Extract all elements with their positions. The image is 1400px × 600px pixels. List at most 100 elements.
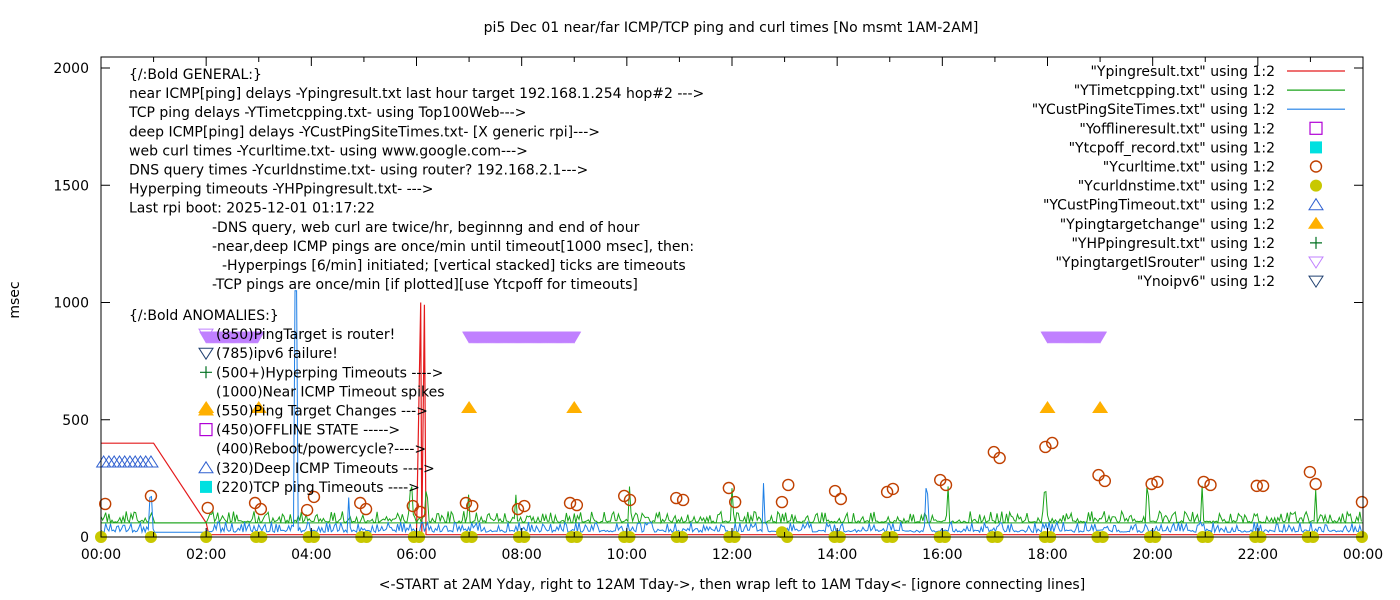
data-point	[828, 484, 842, 498]
general-line: web curl times -Ycurltime.txt- using www…	[129, 143, 528, 159]
x-tick-label: 22:00	[1238, 547, 1278, 563]
note-line: -near,deep ICMP pings are once/min until…	[212, 239, 694, 255]
general-line: TCP ping delays -YTimetcpping.txt- using…	[128, 105, 526, 121]
data-point	[144, 489, 158, 503]
data-point	[566, 401, 583, 414]
data-point	[413, 505, 427, 519]
data-point	[466, 499, 479, 513]
data-point	[775, 495, 789, 509]
data-point	[782, 478, 795, 492]
data-point	[1039, 401, 1056, 414]
x-tick-label: 02:00	[186, 547, 226, 563]
data-point	[993, 451, 1006, 465]
data-point	[518, 499, 531, 513]
y-axis-label: msec	[7, 281, 23, 318]
data-point	[99, 497, 112, 511]
legend-label: "Yofflineresult.txt" using 1:2	[1079, 121, 1275, 137]
anomaly-marker	[198, 347, 214, 361]
legend-label: "YHPpingresult.txt" using 1:2	[1071, 236, 1275, 252]
data-point	[1250, 479, 1263, 493]
legend-label: "YTimetcpping.txt" using 1:2	[1074, 83, 1275, 99]
data-point	[354, 496, 367, 510]
data-point	[676, 493, 690, 507]
general-line: Last rpi boot: 2025-12-01 01:17:22	[129, 201, 375, 217]
y-tick-label: 0	[80, 530, 89, 546]
anomaly-text: (850)PingTarget is router!	[216, 327, 395, 343]
legend-label: "Ytcpoff_record.txt" using 1:2	[1069, 140, 1275, 156]
data-point	[939, 478, 953, 492]
data-point	[143, 455, 159, 468]
anomaly-marker	[198, 403, 214, 416]
data-point	[254, 502, 268, 516]
data-point	[250, 401, 267, 414]
x-tick-label: 00:00	[1343, 547, 1383, 563]
data-point	[461, 401, 478, 414]
x-axis-label: <-START at 2AM Yday, right to 12AM Tday-…	[379, 577, 1085, 593]
data-point	[1309, 477, 1322, 491]
note-line: -Hyperpings [6/min] initiated; [vertical…	[222, 258, 686, 274]
data-point	[300, 503, 314, 517]
anomaly-text: (220)TCP ping Timeouts ---->	[216, 480, 420, 496]
y-tick-label: 1500	[53, 178, 89, 194]
legend-label: "YCustPingTimeout.txt" using 1:2	[1043, 198, 1275, 214]
data-point	[1355, 495, 1369, 509]
legend-marker	[1308, 216, 1324, 229]
data-point	[250, 331, 265, 344]
y-tick-label: 500	[62, 413, 89, 429]
data-point	[1046, 436, 1059, 450]
data-point	[623, 493, 637, 507]
anomaly-text: (1000)Near ICMP Timeout spikes	[216, 384, 445, 400]
general-line: deep ICMP[ping] delays -YCustPingSiteTim…	[129, 124, 600, 140]
data-point	[834, 492, 848, 506]
data-point	[1256, 479, 1270, 493]
legend-marker	[1310, 236, 1322, 249]
data-point	[1197, 475, 1210, 489]
general-header: {/:Bold GENERAL:}	[129, 67, 262, 83]
data-point	[459, 496, 473, 510]
x-tick-label: 00:00	[81, 547, 121, 563]
data-point	[248, 496, 262, 510]
data-point	[307, 490, 321, 504]
general-line: Hyperping timeouts -YHPpingresult.txt- -…	[129, 182, 434, 198]
data-point	[1093, 331, 1108, 344]
data-point	[511, 502, 525, 516]
series-line-1	[100, 485, 1362, 525]
y-tick-label: 1000	[53, 296, 89, 312]
anomaly-marker	[200, 366, 212, 379]
data-point	[1204, 478, 1217, 492]
x-tick-label: 18:00	[1027, 547, 1067, 563]
data-point	[670, 491, 683, 505]
data-point	[722, 481, 736, 495]
data-point	[359, 502, 373, 516]
x-tick-label: 16:00	[922, 547, 962, 563]
anomaly-marker	[198, 460, 214, 474]
legend-label: "YpingtargetISrouter" using 1:2	[1055, 255, 1275, 271]
data-point	[1151, 475, 1164, 489]
legend-marker	[1310, 141, 1322, 154]
general-line: DNS query times -Ycurldnstime.txt- using…	[129, 163, 588, 179]
x-tick-label: 20:00	[1132, 547, 1172, 563]
data-point	[567, 331, 582, 344]
data-point	[570, 498, 584, 512]
x-tick-label: 14:00	[817, 547, 857, 563]
legend-marker	[1308, 197, 1324, 211]
y-tick-label: 2000	[53, 61, 89, 77]
legend-label: "Ycurltime.txt" using 1:2	[1103, 160, 1275, 176]
note-line: -TCP pings are once/min [if plotted][use…	[212, 277, 638, 293]
anomaly-marker	[198, 328, 214, 342]
x-tick-label: 08:00	[501, 547, 541, 563]
legend-label: "Ynoipv6" using 1:2	[1137, 274, 1275, 290]
anomalies-header: {/:Bold ANOMALIES:}	[129, 308, 279, 324]
data-point	[563, 496, 577, 510]
data-point	[886, 482, 900, 496]
series-line-0	[101, 302, 1363, 536]
legend-marker	[1308, 275, 1324, 289]
x-tick-label: 12:00	[712, 547, 752, 563]
legend-label: "Ypingtargetchange" using 1:2	[1060, 217, 1275, 233]
data-point	[1039, 440, 1052, 454]
data-point	[1092, 468, 1105, 482]
x-tick-label: 10:00	[607, 547, 647, 563]
legend-marker	[1310, 179, 1322, 192]
x-tick-label: 06:00	[396, 547, 436, 563]
